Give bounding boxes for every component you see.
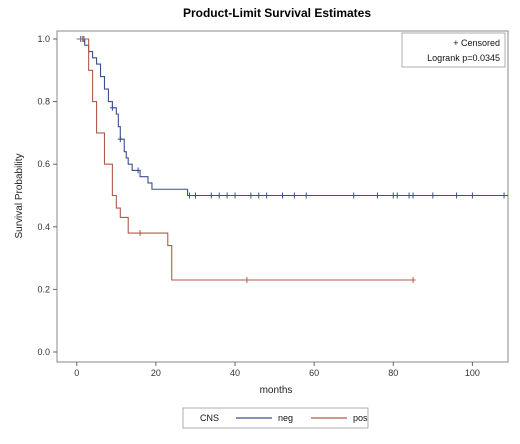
censor-mark-pos	[80, 36, 86, 42]
censor-mark-neg	[109, 104, 115, 111]
x-tick-label: 80	[388, 368, 398, 378]
censor-mark-neg	[454, 192, 460, 199]
series-layer	[76, 36, 508, 284]
censor-mark-neg	[135, 167, 141, 174]
censor-mark-neg	[264, 192, 270, 199]
censor-mark-neg	[216, 192, 222, 199]
censor-mark-neg	[117, 136, 123, 143]
censor-mark-pos	[244, 277, 250, 284]
y-tick-label: 0.0	[37, 347, 50, 357]
x-tick-label: 40	[230, 368, 240, 378]
y-tick-label: 0.8	[37, 97, 50, 107]
y-tick-label: 1.0	[37, 34, 50, 44]
y-tick-label: 0.2	[37, 284, 50, 294]
censor-mark-neg	[256, 192, 262, 199]
legend-label-neg: neg	[278, 413, 293, 423]
legend-box	[182, 407, 369, 429]
censor-mark-neg	[224, 192, 230, 199]
censor-mark-neg	[187, 192, 193, 199]
censor-mark-neg	[430, 192, 436, 199]
x-tick-label: 20	[151, 368, 161, 378]
x-tick-label: 100	[465, 368, 480, 378]
censor-mark-neg	[291, 192, 297, 199]
censor-mark-neg	[232, 192, 238, 199]
censor-mark-neg	[374, 192, 380, 199]
censor-mark-neg	[303, 192, 309, 199]
censor-mark-neg	[351, 192, 357, 199]
censor-mark-neg	[208, 192, 214, 199]
y-tick-label: 0.6	[37, 159, 50, 169]
censor-mark-neg	[192, 192, 198, 199]
censor-mark-neg	[469, 192, 475, 199]
y-tick-label: 0.4	[37, 222, 50, 232]
series-line-neg	[76, 38, 508, 197]
censor-mark-neg	[280, 192, 285, 199]
censor-mark-neg	[394, 192, 400, 199]
logrank-label: Logrank p=0.0345	[427, 53, 500, 63]
censor-mark-pos	[137, 230, 143, 237]
legend-label-pos: pos	[353, 413, 368, 423]
censor-mark-pos	[410, 277, 416, 284]
censor-mark-neg	[248, 192, 254, 199]
chart-title: Product-Limit Survival Estimates	[183, 6, 371, 20]
censor-mark-neg	[410, 192, 416, 199]
censor-mark-neg	[501, 192, 507, 199]
censored-label: + Censored	[453, 38, 500, 48]
x-axis: 0 20 40 60 80 100	[74, 362, 480, 378]
annotation-box	[401, 32, 506, 68]
y-axis-label: Survival Probability	[14, 153, 25, 238]
legend-title: CNS	[200, 413, 219, 423]
y-axis: 0.0 0.2 0.4 0.6 0.8 1.0	[37, 34, 57, 357]
series-line-pos	[76, 38, 414, 281]
legend: neg pos	[236, 413, 368, 423]
x-axis-label: months	[260, 385, 293, 396]
x-tick-label: 60	[309, 368, 319, 378]
x-tick-label: 0	[74, 368, 79, 378]
